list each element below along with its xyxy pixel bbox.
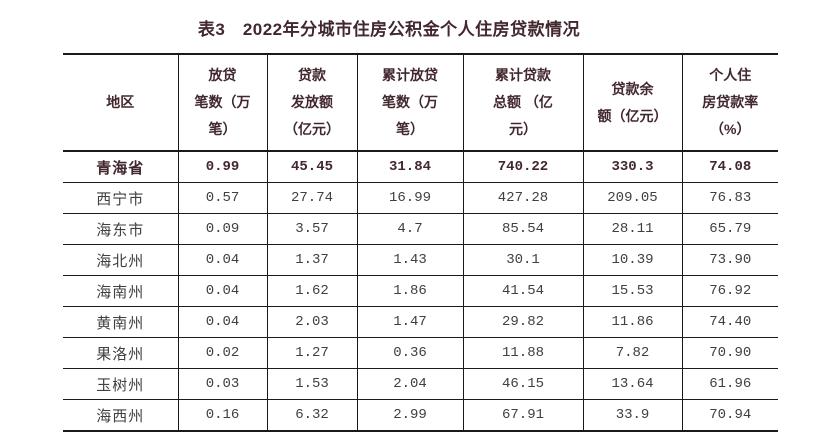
region-cell: 西宁市 [63,182,179,214]
value-cell: 16.99 [357,182,464,214]
value-cell: 1.62 [267,275,358,307]
value-cell: 0.57 [178,182,268,214]
value-cell: 4.7 [357,213,464,245]
value-cell: 1.53 [267,368,358,400]
column-header-loan-amount-issued: 贷款 发放额 （亿元） [267,54,358,152]
value-cell: 11.88 [463,337,584,369]
value-cell: 6.32 [267,399,358,431]
value-cell: 74.40 [682,306,778,338]
value-cell: 0.99 [178,151,268,183]
value-cell: 3.57 [267,213,358,245]
value-cell: 0.09 [178,213,268,245]
column-header-cumulative-loan-total: 累计贷款 总额 （亿 元） [463,54,584,152]
region-cell: 果洛州 [63,337,179,369]
value-cell: 15.53 [583,275,683,307]
region-cell: 青海省 [63,151,179,183]
table-row: 玉树州 0.03 1.53 2.04 46.15 13.64 61.96 [63,368,778,400]
column-header-cumulative-loan-count: 累计放贷 笔数（万 笔） [357,54,464,152]
table-body: 青海省 0.99 45.45 31.84 740.22 330.3 74.08 西宁市 0.57… [63,151,778,431]
value-cell: 2.99 [357,399,464,431]
value-cell: 1.47 [357,306,464,338]
column-header-loans-issued-count: 放贷 笔数（万 笔） [178,54,268,152]
table-row: 海北州 0.04 1.37 1.43 30.1 10.39 73.90 [63,244,778,276]
value-cell: 27.74 [267,182,358,214]
value-cell: 427.28 [463,182,584,214]
value-cell: 10.39 [583,244,683,276]
table-row: 海南州 0.04 1.62 1.86 41.54 15.53 76.92 [63,275,778,307]
value-cell: 0.04 [178,275,268,307]
value-cell: 0.16 [178,399,268,431]
value-cell: 70.94 [709,407,752,423]
table-container: 地区 放贷 笔数（万 笔） 贷款 发放额 （亿元） 累计放贷 笔数（万 笔） 累… [63,53,778,432]
value-cell: 85.54 [463,213,584,245]
value-cell: 0.03 [178,368,268,400]
value-cell: 2.03 [267,306,358,338]
header-row: 地区 放贷 笔数（万 笔） 贷款 发放额 （亿元） 累计放贷 笔数（万 笔） 累… [63,54,778,152]
value-cell: 2.04 [357,368,464,400]
value-cell: 33.9 [583,399,683,431]
value-cell: 0.36 [357,337,464,369]
data-table: 地区 放贷 笔数（万 笔） 贷款 发放额 （亿元） 累计放贷 笔数（万 笔） 累… [63,53,778,432]
table-row: 黄南州 0.04 2.03 1.47 29.82 11.86 74.40 [63,306,778,338]
value-cell: 1.43 [357,244,464,276]
value-cell: 65.79 [682,213,778,245]
table-row: 青海省 0.99 45.45 31.84 740.22 330.3 74.08 [63,151,778,183]
page-title: 表3 2022年分城市住房公积金个人住房贷款情况 [197,20,581,39]
region-cell: 玉树州 [63,368,179,400]
region-cell: 黄南州 [63,306,179,338]
value-cell: 76.83 [682,182,778,214]
value-cell: 61.96 [682,368,778,400]
column-header-region: 地区 [63,54,179,152]
region-cell: 海南州 [63,275,179,307]
value-cell: 74.08 [682,151,778,183]
value-cell: 1.37 [267,244,358,276]
value-cell: 29.82 [463,306,584,338]
value-cell: 70.90 [682,337,778,369]
value-cell: 0.04 [178,306,268,338]
value-cell: 41.54 [463,275,584,307]
value-cell: 1.86 [357,275,464,307]
value-cell: 740.22 [463,151,584,183]
value-cell: 13.64 [583,368,683,400]
value-cell: 330.3 [583,151,683,183]
value-cell: 73.90 [682,244,778,276]
value-cell: 1.27 [267,337,358,369]
region-cell: 海北州 [63,244,179,276]
value-cell: 28.11 [583,213,683,245]
region-cell: 海西州 [63,399,179,431]
table-row: 海西州 0.16 6.32 2.99 67.91 33.9 70.94 [63,399,778,431]
value-cell: 45.45 [267,151,358,183]
table-row: 果洛州 0.02 1.27 0.36 11.88 7.82 70.90 [63,337,778,369]
table-row: 西宁市 0.57 27.74 16.99 427.28 209.05 76.83 [63,182,778,214]
value-cell: 67.91 [463,399,584,431]
column-header-loan-balance: 贷款余 额（亿元） [583,54,683,152]
value-cell: 0.04 [178,244,268,276]
value-cell: 0.02 [178,337,268,369]
value-cell: 30.1 [463,244,584,276]
value-cell: 11.86 [583,306,683,338]
value-cell: 31.84 [357,151,464,183]
value-cell: 7.82 [583,337,683,369]
value-cell: 209.05 [583,182,683,214]
value-cell: 76.92 [682,275,778,307]
region-cell: 海东市 [63,213,179,245]
table-row: 海东市 0.09 3.57 4.7 85.54 28.11 65.79 [63,213,778,245]
value-cell: 46.15 [463,368,584,400]
column-header-personal-housing-loan-rate: 个人住 房贷款率 （%） [682,54,778,152]
